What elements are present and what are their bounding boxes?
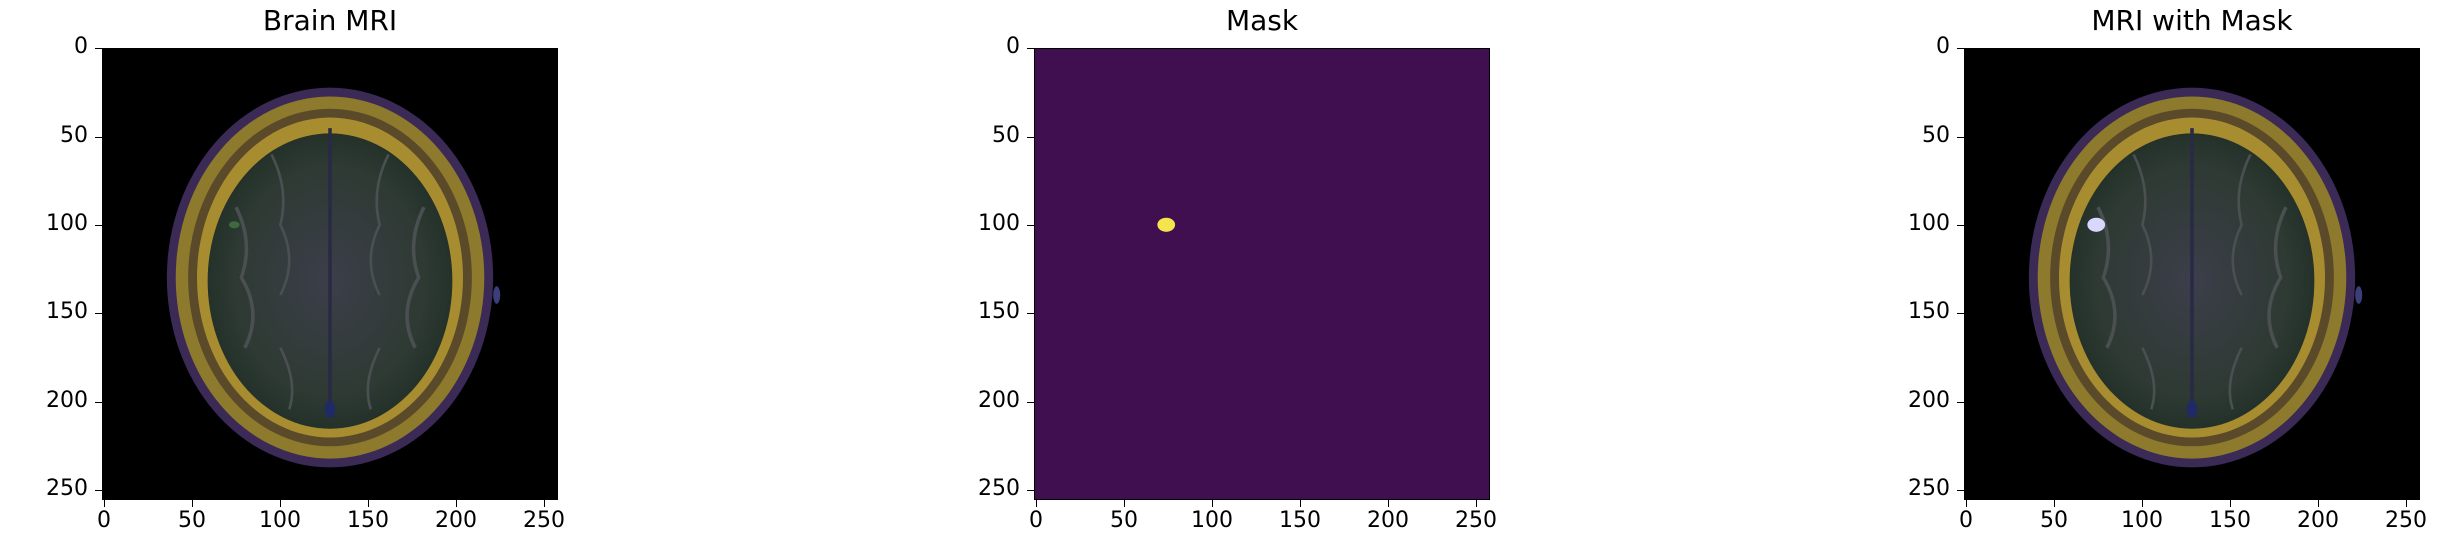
y-tick-label: 100 xyxy=(1908,211,1950,236)
y-tick-label: 50 xyxy=(992,123,1020,148)
x-tick-label: 100 xyxy=(259,508,301,533)
y-tick-label: 100 xyxy=(978,211,1020,236)
y-tick-label: 50 xyxy=(60,123,88,148)
mri-image xyxy=(102,48,558,500)
panel-brain-mri: Brain MRI xyxy=(0,0,700,548)
x-tick-label: 0 xyxy=(1029,508,1043,533)
y-tick-label: 100 xyxy=(46,211,88,236)
tumor-mask-image xyxy=(1035,49,1489,499)
x-tick-label: 0 xyxy=(97,508,111,533)
panel-title: Brain MRI xyxy=(262,4,398,37)
panel-title: MRI with Mask xyxy=(2091,4,2293,37)
x-tick-label: 150 xyxy=(2209,508,2251,533)
x-tick-label: 100 xyxy=(1191,508,1233,533)
y-tick-label: 250 xyxy=(978,476,1020,501)
panel-title: Mask xyxy=(1225,4,1299,37)
brain-mri-overlay-image xyxy=(1965,49,2419,499)
y-tick-label: 200 xyxy=(1908,388,1950,413)
y-tick-label: 0 xyxy=(74,34,88,59)
x-tick-label: 250 xyxy=(523,508,565,533)
y-tick-label: 250 xyxy=(1908,476,1950,501)
x-tick-label: 0 xyxy=(1959,508,1973,533)
y-tick-label: 200 xyxy=(46,388,88,413)
x-tick-label: 150 xyxy=(1279,508,1321,533)
y-tick-label: 0 xyxy=(1006,34,1020,59)
x-tick-label: 200 xyxy=(2297,508,2339,533)
mask-image xyxy=(1034,48,1490,500)
y-tick-label: 250 xyxy=(46,476,88,501)
x-tick-label: 250 xyxy=(2385,508,2427,533)
y-tick-label: 50 xyxy=(1922,123,1950,148)
y-tick-label: 150 xyxy=(978,299,1020,324)
x-tick-label: 200 xyxy=(1367,508,1409,533)
x-tick-label: 50 xyxy=(1110,508,1138,533)
x-tick-label: 50 xyxy=(178,508,206,533)
y-tick-label: 0 xyxy=(1936,34,1950,59)
x-tick-label: 150 xyxy=(347,508,389,533)
panel-mask: Mask 0 50 100 150 200 250 0 50 xyxy=(932,0,1632,548)
x-tick-label: 100 xyxy=(2121,508,2163,533)
x-tick-label: 250 xyxy=(1455,508,1497,533)
panel-mri-with-mask: MRI with Mask xyxy=(1862,0,2440,548)
x-tick-label: 50 xyxy=(2040,508,2068,533)
y-tick-label: 150 xyxy=(1908,299,1950,324)
y-tick-label: 200 xyxy=(978,388,1020,413)
mri-with-mask-image xyxy=(1964,48,2420,500)
y-tick-label: 150 xyxy=(46,299,88,324)
brain-mri-image xyxy=(103,49,557,499)
x-tick-label: 200 xyxy=(435,508,477,533)
